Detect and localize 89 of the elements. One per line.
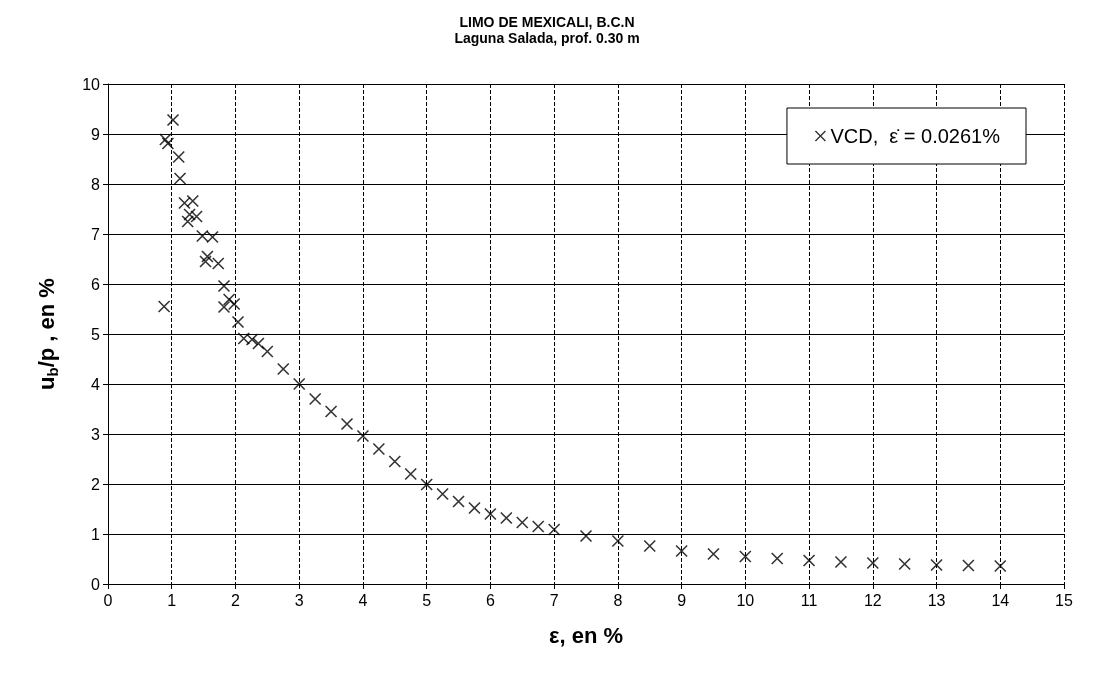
y-tick-label: 1 <box>91 525 101 543</box>
point <box>217 300 231 314</box>
x-tick-label: 0 <box>103 591 113 609</box>
point <box>707 547 720 561</box>
x-tick-label: 7 <box>549 591 559 609</box>
point <box>166 113 180 127</box>
point <box>452 495 465 508</box>
x-tick-label: 10 <box>736 591 755 609</box>
point <box>404 467 418 481</box>
point <box>436 487 449 501</box>
x-tick-label: 15 <box>1055 591 1073 609</box>
point <box>802 554 816 567</box>
point <box>993 559 1007 573</box>
y-tick-label: 2 <box>91 475 101 493</box>
point <box>340 417 354 431</box>
point <box>217 279 231 293</box>
point <box>186 194 200 208</box>
point <box>484 507 497 521</box>
point <box>183 208 196 221</box>
x-tick-label: 12 <box>863 591 882 609</box>
point <box>388 455 402 468</box>
y-tick-label: 3 <box>91 425 101 443</box>
legend-label: VCD, ε̇ = 0.0261% <box>830 125 1001 147</box>
point <box>181 215 194 228</box>
point <box>930 558 943 572</box>
point <box>245 333 259 346</box>
x-tick-label: 11 <box>800 591 818 609</box>
point <box>292 377 306 391</box>
point <box>643 539 657 553</box>
point <box>308 392 322 406</box>
x-tick-label: 1 <box>167 591 177 609</box>
x-tick-label: 5 <box>422 591 432 609</box>
y-tick-label: 8 <box>91 175 101 193</box>
point <box>579 529 593 543</box>
y-tick-label: 4 <box>91 375 101 393</box>
point <box>178 196 191 210</box>
point <box>962 559 975 572</box>
point <box>196 229 209 243</box>
y-tick-label: 0 <box>91 575 101 593</box>
point <box>199 255 212 268</box>
point <box>420 478 433 491</box>
point <box>531 520 545 533</box>
point <box>231 315 245 329</box>
point <box>500 511 513 525</box>
point <box>237 332 251 345</box>
point <box>190 210 203 223</box>
chart-title: LIMO DE MEXICALI, B.C.N <box>459 14 635 30</box>
x-tick-label: 6 <box>485 591 495 609</box>
point <box>611 534 625 548</box>
y-tick-label: 9 <box>91 125 101 143</box>
point <box>770 552 784 565</box>
point <box>372 442 386 456</box>
point <box>898 557 911 571</box>
point <box>356 429 370 443</box>
point <box>201 250 214 263</box>
y-tick-label: 5 <box>91 325 101 343</box>
point <box>211 257 225 270</box>
x-tick-label: 2 <box>231 591 241 609</box>
point <box>547 523 561 536</box>
point <box>261 345 274 358</box>
y-tick-label: 10 <box>82 75 101 93</box>
point <box>222 293 236 306</box>
y-tick-label: 7 <box>91 225 101 243</box>
x-tick-label: 3 <box>294 591 304 609</box>
x-tick-label: 8 <box>613 591 623 609</box>
x-tick-label: 13 <box>927 591 946 609</box>
x-axis-title: ε, en % <box>548 622 624 648</box>
point <box>739 550 752 563</box>
point <box>468 501 481 515</box>
point <box>515 516 529 529</box>
point <box>252 337 265 350</box>
point <box>157 300 171 313</box>
point <box>227 297 241 311</box>
y-axis-title: ub/p , en % <box>34 278 61 390</box>
chart-subtitle: Laguna Salada, prof. 0.30 m <box>454 30 640 46</box>
point <box>324 405 338 418</box>
point <box>159 133 172 146</box>
x-tick-label: 9 <box>677 591 687 609</box>
point <box>161 137 175 150</box>
point <box>173 172 187 185</box>
point <box>276 362 290 376</box>
x-tick-label: 14 <box>991 591 1010 609</box>
x-tick-label: 4 <box>358 591 368 609</box>
point <box>866 556 880 570</box>
point <box>675 544 688 558</box>
y-tick-label: 6 <box>91 275 101 293</box>
point <box>206 230 219 244</box>
point <box>172 150 186 164</box>
point <box>834 555 848 569</box>
